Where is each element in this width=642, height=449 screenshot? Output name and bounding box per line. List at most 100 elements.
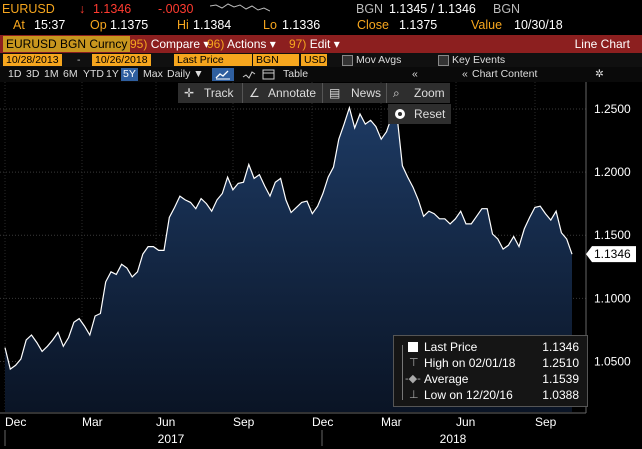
y-tick-label: 1.0500 — [594, 354, 631, 368]
y-tick-label: 1.2000 — [594, 165, 631, 179]
news-button[interactable]: ▤ News — [323, 83, 387, 103]
chart-legend: Last Price 1.1346 ⊤ High on 02/01/18 1.2… — [393, 335, 588, 407]
actions-number: 96) — [207, 37, 225, 51]
period-6m[interactable]: 6M — [63, 68, 78, 80]
double-chevron-left-icon[interactable]: « — [412, 68, 418, 80]
actions-label: Actions — [227, 37, 267, 51]
zoom-button[interactable]: ⌕ Zoom — [387, 83, 450, 103]
menu-bar: EURUSD BGN Curncy 95) Compare ▾ 96) Acti… — [0, 35, 642, 53]
bid-ask-source: BGN — [356, 2, 384, 16]
period-1y[interactable]: 1Y — [106, 68, 119, 80]
annotate-button[interactable]: ∠ Annotate — [243, 83, 323, 103]
currency-select[interactable]: USD — [301, 54, 327, 66]
time-value: 15:37 — [34, 18, 66, 32]
source-select[interactable]: BGN — [253, 54, 299, 66]
legend-low-label: Low on 12/20/16 — [424, 388, 513, 402]
x-month-label: Jun — [456, 415, 475, 429]
value-date: 10/30/18 — [514, 18, 563, 32]
quote-details: At 15:37 Op 1.1375 Hi 1.1384 Lo 1.1336 C… — [0, 18, 642, 35]
field-select[interactable]: Last Price — [174, 54, 252, 66]
period-max[interactable]: Max — [143, 68, 163, 80]
chevron-down-icon: ▾ — [333, 37, 340, 51]
period-1d[interactable]: 1D — [8, 68, 22, 80]
crosshair-icon: ✛ — [184, 86, 195, 100]
frequency-label: Daily — [167, 68, 191, 80]
newspaper-icon: ▤ — [329, 86, 341, 100]
track-button[interactable]: ✛ Track — [178, 83, 243, 103]
at-label: At — [13, 18, 25, 32]
news-label: News — [351, 86, 382, 100]
open-value: 1.1375 — [110, 18, 149, 32]
x-year-label: 2017 — [158, 432, 185, 446]
chart-content-button[interactable]: Chart Content — [472, 68, 538, 80]
mov-avgs-checkbox[interactable] — [342, 55, 353, 66]
period-5y[interactable]: 5Y — [121, 68, 138, 81]
mov-avgs-label: Mov Avgs — [356, 54, 402, 66]
legend-avg-label: Average — [424, 372, 469, 386]
price-line — [4, 105, 573, 371]
legend-last-value: 1.1346 — [542, 340, 579, 354]
sparkline-icon — [210, 3, 270, 12]
net-change: -.0030 — [158, 2, 194, 16]
bid-ask: 1.1345 / 1.1346 — [389, 2, 476, 16]
period-ytd[interactable]: YTD — [83, 68, 104, 80]
compare-number: 95) — [130, 37, 148, 51]
bid-ask-source-2: BGN — [493, 2, 521, 16]
legend-last-label: Last Price — [424, 340, 478, 354]
pencil-icon: ∠ — [249, 86, 260, 100]
table-icon[interactable] — [262, 68, 275, 81]
key-events-checkbox[interactable] — [438, 55, 449, 66]
y-tick-label: 1.1500 — [594, 228, 631, 242]
line-chart-icon[interactable] — [212, 68, 234, 81]
x-month-label: Mar — [381, 415, 402, 429]
compare-label: Compare — [150, 37, 201, 51]
period-3d[interactable]: 3D — [26, 68, 40, 80]
reset-button[interactable]: Reset — [388, 104, 451, 124]
white-square-icon — [408, 342, 418, 352]
average-marker-icon: -◆- — [405, 373, 421, 385]
legend-last-price[interactable]: Last Price 1.1346 — [394, 339, 587, 355]
last-price: 1.1346 — [93, 2, 132, 16]
low-marker-icon: ⊥ — [409, 389, 419, 401]
edit-label: Edit — [309, 37, 331, 51]
legend-low-value: 1.0388 — [542, 388, 579, 402]
security-field[interactable]: EURUSD BGN Curncy — [3, 36, 131, 52]
period-row: 1D 3D 1M 6M YTD 1Y 5Y Max Daily ▼ Table … — [0, 67, 642, 82]
x-axis: Dec Mar Jun Sep Dec Mar Jun Sep 2017 2018 — [0, 412, 586, 446]
date-separator: - — [77, 54, 81, 66]
legend-high-value: 1.2510 — [542, 356, 579, 370]
actions-menu[interactable]: 96) Actions ▾ — [207, 36, 276, 52]
magnifier-icon: ⌕ — [393, 86, 400, 100]
parameter-row: 10/28/2013 - 10/26/2018 Last Price BGN U… — [0, 53, 642, 67]
low-label: Lo — [263, 18, 277, 32]
x-month-label: Sep — [233, 415, 255, 429]
y-axis: 1.2500 1.2000 1.1500 1.1000 1.0500 — [585, 82, 631, 413]
high-label: Hi — [177, 18, 189, 32]
close-value: 1.1375 — [399, 18, 438, 32]
table-button[interactable]: Table — [283, 68, 309, 80]
high-marker-icon: ⊤ — [409, 357, 419, 369]
bar-chart-icon[interactable] — [239, 68, 256, 81]
ticker[interactable]: EURUSD — [2, 2, 55, 16]
high-value: 1.1384 — [193, 18, 232, 32]
period-1m[interactable]: 1M — [44, 68, 59, 80]
annotate-label: Annotate — [268, 86, 317, 100]
x-year-label: 2018 — [440, 432, 467, 446]
y-tick-label: 1.2500 — [594, 102, 631, 116]
compare-menu[interactable]: 95) Compare ▾ — [130, 36, 209, 52]
down-arrow-icon: ↓ — [79, 2, 86, 16]
start-date-field[interactable]: 10/28/2013 — [3, 54, 62, 66]
edit-menu[interactable]: 97) Edit ▾ — [289, 36, 340, 52]
legend-avg-value: 1.1539 — [542, 372, 579, 386]
x-month-label: Mar — [82, 415, 103, 429]
legend-average: -◆- Average 1.1539 — [394, 371, 587, 387]
low-value: 1.1336 — [282, 18, 321, 32]
end-date-field[interactable]: 10/26/2018 — [92, 54, 151, 66]
legend-bracket — [402, 345, 403, 400]
close-label: Close — [357, 18, 389, 32]
chevron-down-icon: ▾ — [269, 37, 276, 51]
track-label: Track — [204, 86, 234, 100]
gear-icon[interactable]: ✲ — [595, 68, 604, 80]
frequency-select[interactable]: Daily ▼ — [167, 68, 204, 80]
double-chevron-left-icon-2[interactable]: « — [462, 68, 468, 80]
